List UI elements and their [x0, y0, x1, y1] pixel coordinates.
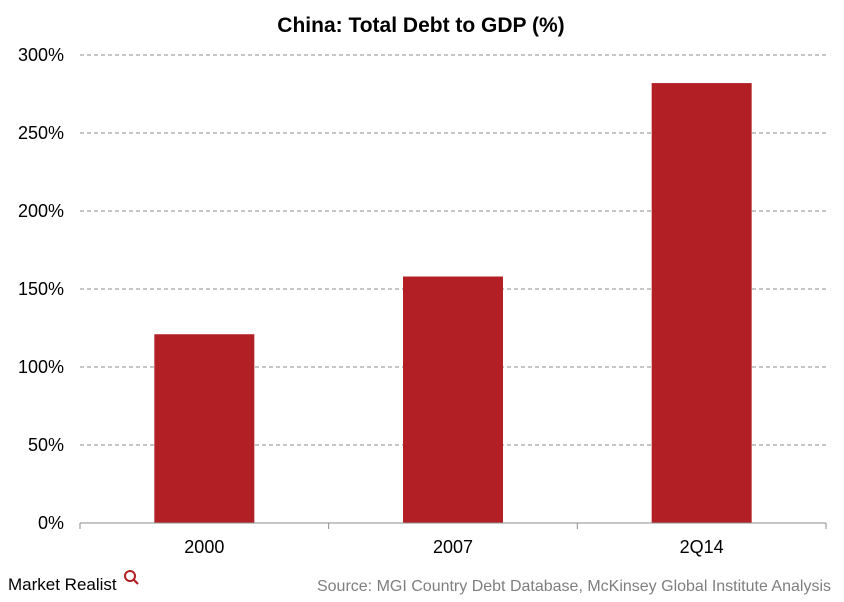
y-tick-label: 50% — [28, 435, 64, 455]
y-axis-ticks: 0% 50% 100% 150% 200% 250% 300% — [18, 45, 64, 533]
x-tick-label: 2000 — [184, 537, 224, 557]
chart-title: China: Total Debt to GDP (%) — [277, 14, 564, 37]
brand-name: Market Realist — [8, 575, 117, 594]
bar — [403, 276, 503, 523]
bar — [651, 83, 752, 523]
magnifier-icon — [124, 570, 139, 585]
brand-logo: Market Realist — [8, 570, 139, 594]
x-tick-label: 2Q14 — [680, 537, 724, 557]
x-axis — [79, 522, 827, 529]
y-tick-label: 200% — [18, 201, 64, 221]
bars — [154, 83, 752, 523]
y-tick-label: 0% — [38, 513, 64, 533]
x-axis-ticks: 2000 2007 2Q14 — [184, 537, 723, 557]
y-tick-label: 300% — [18, 45, 64, 65]
y-tick-label: 250% — [18, 123, 64, 143]
y-tick-label: 150% — [18, 279, 64, 299]
source-note: Source: MGI Country Debt Database, McKin… — [317, 578, 831, 595]
x-tick-label: 2007 — [433, 537, 473, 557]
y-tick-label: 100% — [18, 357, 64, 377]
bar — [154, 334, 255, 523]
